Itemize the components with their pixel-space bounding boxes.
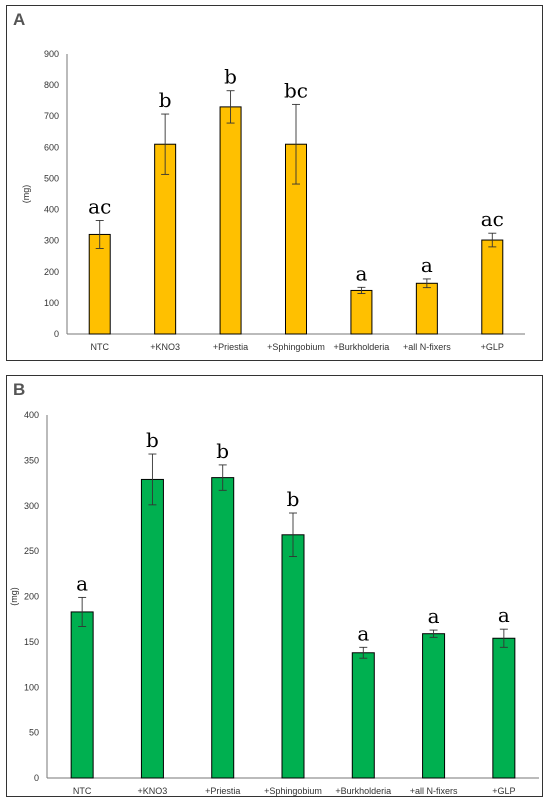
x-tick-label: +Priestia [213,342,248,352]
panel-label: B [13,380,26,399]
panel-a: A 0 100 200 300 400 500 600 700 800 900 (mg) ac NTC b… [6,5,543,361]
x-tick-label: +Burkholderia [334,342,390,352]
y-tick-label: 600 [44,142,59,152]
significance-label: b [216,439,229,463]
y-tick-label: 900 [44,49,59,59]
y-tick-label: 800 [44,80,59,90]
x-tick-label: +KNO3 [138,786,168,796]
x-tick-label: +GLP [492,786,515,796]
chart-a: 0 100 200 300 400 500 600 700 800 900 (mg) ac NTC b +K… [21,49,525,352]
y-tick-label: 200 [24,592,39,602]
bar [415,282,438,335]
bar [70,611,94,779]
y-tick-label: 250 [24,546,39,556]
bar [281,534,305,779]
significance-label: a [421,253,433,277]
y-tick-label: 700 [44,111,59,121]
y-tick-label: 400 [44,205,59,215]
significance-label: a [357,621,369,645]
significance-label: a [355,261,367,285]
x-tick-label: +Sphingobium [264,786,322,796]
bar [211,477,235,779]
significance-label: b [159,88,172,112]
y-axis-label: (mg) [21,185,31,204]
x-tick-label: +Priestia [205,786,240,796]
bar [219,106,242,335]
significance-label: b [224,65,237,89]
x-tick-label: +all N-fixers [410,786,458,796]
x-tick-label: +KNO3 [150,342,180,352]
bar [350,289,373,335]
significance-label: bc [284,78,308,102]
panel-label: A [13,10,26,29]
y-tick-label: 200 [44,267,59,277]
y-tick-label: 150 [24,637,39,647]
bar [481,239,504,335]
y-tick-label: 100 [44,298,59,308]
x-tick-label: +Burkholderia [335,786,391,796]
significance-label: a [428,604,440,628]
significance-label: a [498,603,510,627]
y-tick-label: 300 [44,236,59,246]
panel-b: B 0 50 100 150 200 250 300 350 400 (mg) a NTC b +KNO3… [6,375,543,797]
x-tick-label: NTC [73,786,92,796]
bar [492,637,516,779]
significance-label: b [287,487,300,511]
y-tick-label: 300 [24,501,39,511]
x-tick-label: +all N-fixers [403,342,451,352]
significance-label: a [76,571,88,595]
y-tick-label: 350 [24,455,39,465]
y-axis-label: (mg) [9,587,19,606]
x-tick-label: NTC [90,342,109,352]
significance-label: ac [481,207,504,231]
y-tick-label: 0 [34,773,39,783]
chart-b: 0 50 100 150 200 250 300 350 400 (mg) a NTC b +KNO3 b +… [9,410,539,796]
bar [351,652,375,779]
x-tick-label: +GLP [481,342,504,352]
y-tick-label: 400 [24,410,39,420]
bar [140,478,164,779]
y-tick-label: 0 [54,329,59,339]
x-tick-label: +Sphingobium [267,342,325,352]
bar [88,233,111,335]
y-tick-label: 100 [24,682,39,692]
significance-label: b [146,428,159,452]
y-tick-label: 500 [44,173,59,183]
significance-label: ac [88,194,111,218]
bar [422,633,446,779]
y-tick-label: 50 [29,728,39,738]
